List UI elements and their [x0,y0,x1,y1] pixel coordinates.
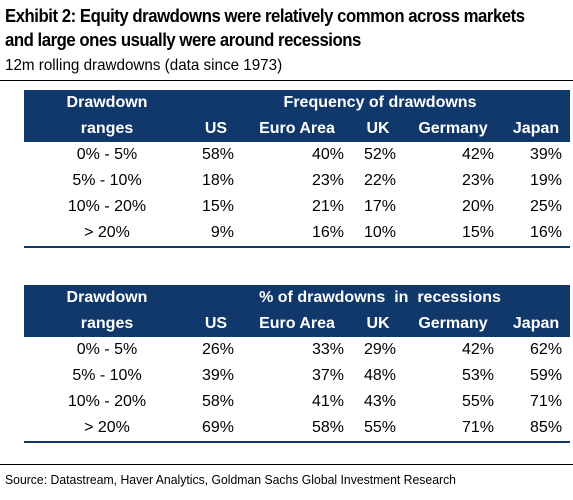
value-cell: 33% [311,341,344,358]
value-cell: 9% [190,220,242,248]
value-cell: 25% [530,198,563,215]
value-cell: 58% [242,415,352,443]
value-cell: 16% [502,220,571,248]
value-cell: 29% [363,341,396,358]
column-header-euro-area: Euro Area [242,311,352,337]
value-cell: 85% [502,415,571,443]
column-header-uk: UK [352,116,404,142]
table-body: 0% - 5% 26% 33% 29% 42% 62% 5% - 10% 39% 37% 48% 5… [24,337,571,443]
table-header-row: ranges US Euro Area UK Germany Japan [24,116,571,142]
table-row: > 20% 69% 58% 55% 71% 85% [24,415,571,443]
table-header-row: ranges US Euro Area UK Germany Japan [24,311,571,337]
value-cell: 26% [201,341,234,358]
value-cell: 20% [461,198,494,215]
value-cell: 69% [190,415,242,443]
value-cell: 43% [363,393,396,410]
table-header-row: Drawdown % of drawdowns in recessions [24,285,571,311]
frequency-table: Drawdown Frequency of drawdowns ranges U… [24,90,571,248]
value-cell: 55% [352,415,404,443]
value-cell: 16% [242,220,352,248]
row-header-label: Drawdown [24,90,190,116]
row-header-label: ranges [24,116,190,142]
value-cell: 21% [311,198,344,215]
range-cell: > 20% [24,220,190,248]
value-cell: 48% [363,367,396,384]
bottom-divider [0,464,573,465]
table-row: 5% - 10% 39% 37% 48% 53% 59% [24,363,570,389]
table-header-row: Drawdown Frequency of drawdowns [24,90,571,116]
column-header-japan: Japan [502,311,571,337]
top-divider [0,80,573,81]
value-cell: 52% [363,146,396,163]
value-cell: 53% [461,367,494,384]
value-cell: 62% [530,341,563,358]
value-cell: 22% [363,172,396,189]
value-cell: 71% [404,415,502,443]
table-row: 0% - 5% 58% 40% 52% 42% 39% [24,142,570,168]
table-row: 10% - 20% 58% 41% 43% 55% 71% [24,389,570,415]
value-cell: 55% [461,393,494,410]
value-cell: 42% [461,146,494,163]
table-row: 10% - 20% 15% 21% 17% 20% 25% [24,194,570,220]
range-cell: > 20% [24,415,190,443]
value-cell: 39% [530,146,563,163]
column-header-germany: Germany [404,311,502,337]
table-body: 0% - 5% 58% 40% 52% 42% 39% 5% - 10% 18% 23% 22% 2… [24,142,571,248]
range-cell: 10% - 20% [67,198,147,215]
value-cell: 17% [363,198,396,215]
range-cell: 5% - 10% [72,172,142,189]
range-cell: 0% - 5% [76,341,138,358]
value-cell: 19% [530,172,563,189]
value-cell: 41% [311,393,344,410]
group-header: % of drawdowns in recessions [190,285,571,311]
value-cell: 18% [201,172,234,189]
value-cell: 23% [311,172,344,189]
range-cell: 10% - 20% [67,393,147,410]
row-header-label: ranges [24,311,190,337]
chart-title: Exhibit 2: Equity drawdowns were relativ… [5,6,525,50]
range-cell: 5% - 10% [72,367,142,384]
table-row: > 20% 9% 16% 10% 15% 16% [24,220,571,248]
column-header-japan: Japan [502,116,571,142]
value-cell: 15% [201,198,234,215]
value-cell: 71% [530,393,563,410]
value-cell: 40% [311,146,344,163]
value-cell: 39% [201,367,234,384]
column-header-uk: UK [352,311,404,337]
value-cell: 37% [311,367,344,384]
value-cell: 23% [461,172,494,189]
group-header: Frequency of drawdowns [190,90,571,116]
range-cell: 0% - 5% [76,146,138,163]
column-header-euro-area: Euro Area [242,116,352,142]
value-cell: 58% [201,146,234,163]
source-note: Source: Datastream, Haver Analytics, Gol… [5,472,456,487]
column-header-us: US [190,116,242,142]
value-cell: 59% [530,367,563,384]
column-header-us: US [190,311,242,337]
value-cell: 58% [201,393,234,410]
chart-subtitle: 12m rolling drawdowns (data since 1973) [5,57,283,74]
value-cell: 15% [404,220,502,248]
row-header-label: Drawdown [24,285,190,311]
recessions-table: Drawdown % of drawdowns in recessions ra… [24,285,571,443]
value-cell: 42% [461,341,494,358]
table-row: 0% - 5% 26% 33% 29% 42% 62% [24,337,570,363]
column-header-germany: Germany [404,116,502,142]
value-cell: 10% [352,220,404,248]
table-row: 5% - 10% 18% 23% 22% 23% 19% [24,168,570,194]
